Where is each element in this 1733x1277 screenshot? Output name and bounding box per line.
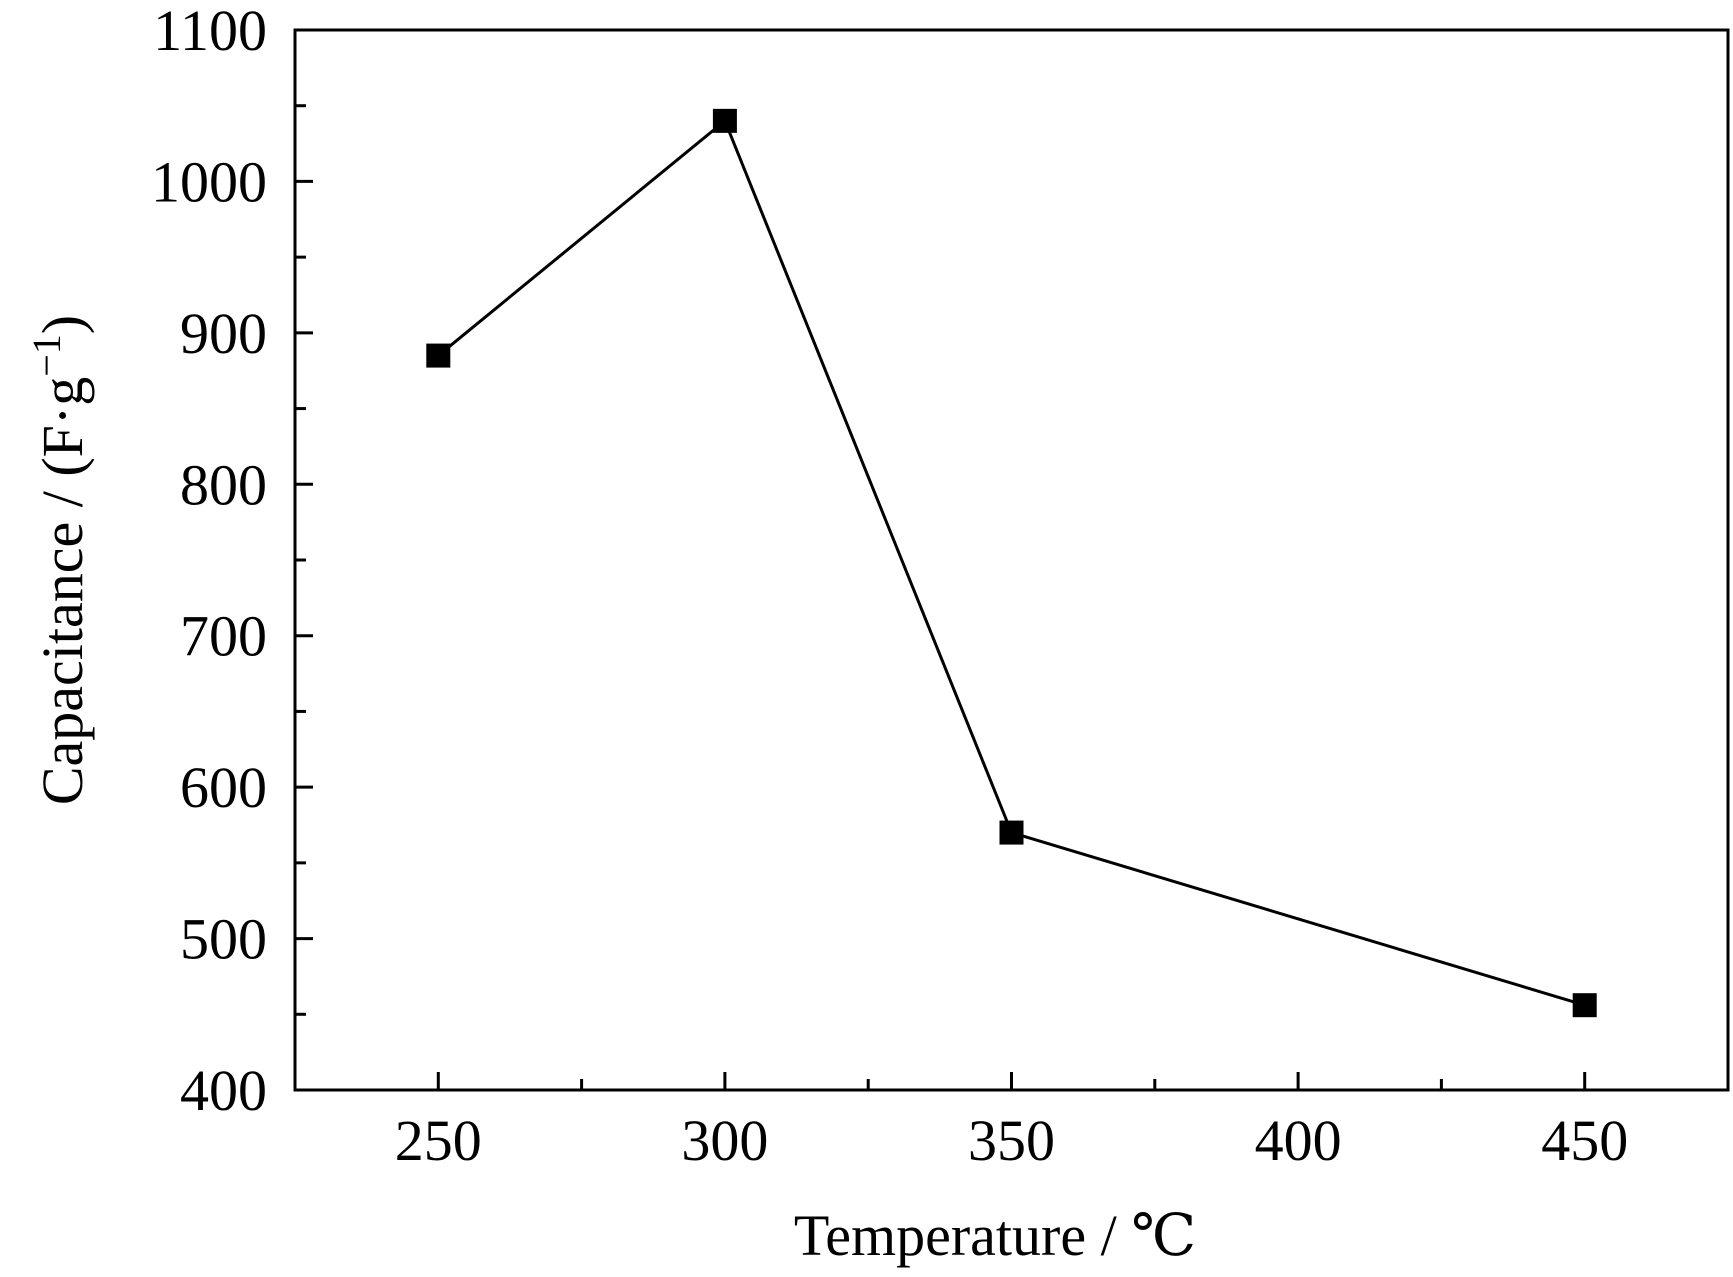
y-axis-title-text: Capacitance / (F·g bbox=[30, 377, 95, 805]
y-tick-label: 1000 bbox=[151, 149, 267, 214]
x-tick-label: 350 bbox=[968, 1108, 1055, 1173]
data-series bbox=[426, 108, 1597, 1018]
y-axis-title-superscript: −1 bbox=[24, 334, 69, 377]
data-point-marker bbox=[712, 108, 737, 133]
series-line bbox=[437, 118, 1586, 1007]
data-point-marker bbox=[999, 820, 1024, 845]
y-tick-label: 700 bbox=[180, 604, 267, 669]
plot-frame bbox=[293, 28, 1730, 1092]
data-point-marker bbox=[426, 343, 451, 368]
x-axis-title: Temperature / ℃ bbox=[794, 1203, 1196, 1268]
y-tick-label: 800 bbox=[180, 452, 267, 517]
y-tick-label: 1100 bbox=[153, 0, 267, 63]
y-axis-title: Capacitance / (F·g−1) bbox=[24, 315, 95, 805]
y-tick-label: 600 bbox=[180, 755, 267, 820]
x-tick-label: 450 bbox=[1541, 1108, 1628, 1173]
x-tick-label: 250 bbox=[395, 1108, 482, 1173]
x-axis-title-text: Temperature / ℃ bbox=[794, 1203, 1196, 1268]
data-point-marker bbox=[1572, 993, 1597, 1018]
x-tick-label: 300 bbox=[681, 1108, 768, 1173]
x-tick-label: 400 bbox=[1255, 1108, 1342, 1173]
y-tick-label: 900 bbox=[180, 301, 267, 366]
y-tick-label: 500 bbox=[180, 907, 267, 972]
y-axis-title-close: ) bbox=[30, 315, 95, 334]
axis-labels: Temperature / ℃ Capacitance / (F·g−1) 25… bbox=[24, 0, 1628, 1268]
y-tick-label: 400 bbox=[180, 1058, 267, 1123]
axes bbox=[293, 28, 1730, 1092]
